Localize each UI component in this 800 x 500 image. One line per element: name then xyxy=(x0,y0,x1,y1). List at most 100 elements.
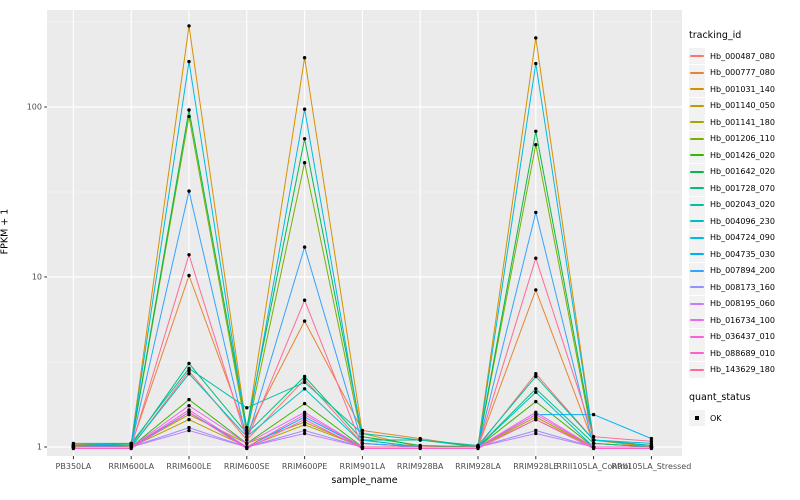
legend-entry-label: Hb_036437_010 xyxy=(710,332,775,342)
legend-line-icon xyxy=(690,236,704,239)
data-point xyxy=(534,256,538,260)
legend-line-icon xyxy=(690,88,704,91)
data-point xyxy=(187,372,191,376)
data-point xyxy=(534,415,538,419)
legend-entry-Hb_001031_140: Hb_001031_140 xyxy=(689,81,799,98)
legend-key-swatch xyxy=(689,163,705,180)
legend-key-swatch xyxy=(689,196,705,213)
legend-key-swatch xyxy=(689,279,705,296)
x-tick-label: RRIM600LE xyxy=(166,462,211,471)
data-point xyxy=(591,435,596,439)
legend-key-swatch xyxy=(689,262,705,279)
data-point xyxy=(360,431,365,436)
legend-entry-Hb_016734_100: Hb_016734_100 xyxy=(689,312,799,329)
data-point xyxy=(245,406,249,410)
data-point xyxy=(302,319,307,323)
data-point xyxy=(302,374,307,379)
data-point xyxy=(245,428,249,433)
data-point xyxy=(187,24,191,28)
data-point xyxy=(591,412,596,417)
legend-entry-label: Hb_002043_020 xyxy=(710,200,775,210)
data-point xyxy=(187,410,191,414)
legend-entry-Hb_036437_010: Hb_036437_010 xyxy=(689,328,799,346)
legend-entry-Hb_001206_110: Hb_001206_110 xyxy=(689,130,799,148)
x-tick-label: RRII105LA_Control xyxy=(557,462,631,471)
x-tick-label: RRIM928LE xyxy=(513,462,558,471)
legend-entry-label: Hb_004096_230 xyxy=(710,216,775,226)
data-point xyxy=(302,417,307,422)
data-point xyxy=(187,369,191,373)
legend-entry-Hb_000487_080: Hb_000487_080 xyxy=(689,48,799,65)
data-point xyxy=(187,114,191,119)
data-point xyxy=(302,298,307,302)
legend-title-tracking-id: tracking_id xyxy=(689,30,742,41)
data-point xyxy=(591,446,596,451)
x-tick-label: RRIM600SE xyxy=(224,462,270,471)
data-point xyxy=(534,417,538,422)
legend-entry-Hb_002043_020: Hb_002043_020 xyxy=(689,196,799,214)
x-tick-label: RRIM600LA xyxy=(108,462,154,471)
data-point xyxy=(245,425,249,430)
data-point xyxy=(187,397,191,402)
legend-entry-Hb_001728_070: Hb_001728_070 xyxy=(689,180,799,197)
data-point xyxy=(302,137,307,141)
y-tick-label: 100 xyxy=(27,103,42,112)
data-point xyxy=(187,59,191,64)
data-point xyxy=(302,245,307,249)
legend-entry-label: Hb_001642_020 xyxy=(710,167,775,177)
data-point xyxy=(187,417,191,422)
legend-key-swatch xyxy=(689,361,705,378)
x-tick-label: RRIM600PE xyxy=(282,462,328,471)
legend-line-icon xyxy=(690,220,704,223)
data-point xyxy=(534,372,538,376)
data-point xyxy=(245,441,249,446)
legend-key-swatch xyxy=(689,229,705,246)
data-point xyxy=(649,439,654,443)
legend-entry-Hb_000777_080: Hb_000777_080 xyxy=(689,64,799,82)
legend-line-icon xyxy=(690,286,704,289)
legend-line-icon xyxy=(690,55,704,58)
legend-key-swatch xyxy=(689,147,705,164)
legend-entry-label: Hb_143629_180 xyxy=(710,365,775,375)
y-tick-label: 10 xyxy=(32,273,42,282)
data-point xyxy=(302,420,307,424)
legend-key-swatch xyxy=(689,64,705,81)
data-point xyxy=(302,423,307,427)
legend-entry-label: OK xyxy=(710,413,722,423)
legend-entry-label: Hb_004735_030 xyxy=(710,249,775,259)
data-point xyxy=(302,107,307,111)
legend-entry-label: Hb_088689_010 xyxy=(710,348,775,358)
legend-key-swatch xyxy=(689,295,705,312)
legend-entry-Hb_004096_230: Hb_004096_230 xyxy=(689,213,799,230)
legend-title-quant-status: quant_status xyxy=(689,392,751,403)
data-point xyxy=(534,143,538,147)
legend-entry-Hb_008173_160: Hb_008173_160 xyxy=(689,279,799,296)
legend-entry-label: Hb_016734_100 xyxy=(710,315,775,325)
legend-entry-label: Hb_001031_140 xyxy=(710,84,775,94)
y-axis-title: FPKM + 1 xyxy=(0,208,11,255)
data-point xyxy=(534,129,538,133)
data-point xyxy=(302,428,307,433)
data-point xyxy=(476,445,480,449)
data-point xyxy=(302,412,307,417)
data-point xyxy=(534,36,538,40)
legend-entry-Hb_004724_090: Hb_004724_090 xyxy=(689,229,799,247)
legend-entry-label: Hb_000487_080 xyxy=(710,51,775,61)
data-point xyxy=(302,431,307,436)
legend-line-icon xyxy=(690,368,704,371)
data-point xyxy=(187,361,191,366)
data-point xyxy=(302,387,307,391)
data-point xyxy=(302,56,307,60)
legend-entry-label: Hb_001140_050 xyxy=(710,101,775,111)
data-point xyxy=(187,404,191,408)
data-point xyxy=(534,399,538,404)
data-point xyxy=(302,380,307,385)
data-point xyxy=(187,108,191,112)
legend-line-icon xyxy=(690,187,704,190)
legend-entry-Hb_007894_200: Hb_007894_200 xyxy=(689,262,799,280)
legend-entry-label: Hb_001206_110 xyxy=(710,134,775,144)
data-point xyxy=(302,401,307,406)
legend: tracking_id Hb_000487_080 Hb_000777_080 Hb… xyxy=(689,30,799,441)
